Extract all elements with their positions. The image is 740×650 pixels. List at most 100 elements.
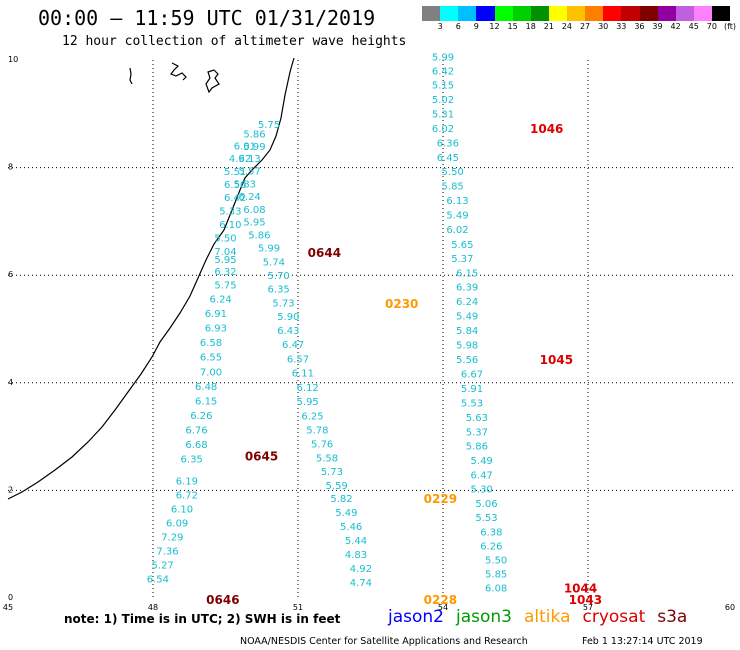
y-tick-label: 8 (8, 163, 13, 172)
wave-height-value: 6.10 (171, 504, 193, 515)
x-tick-label: 48 (148, 603, 158, 612)
wave-height-value: 6.15 (195, 396, 217, 407)
island-1 (129, 67, 133, 85)
wave-height-value: 6.55 (200, 353, 222, 364)
wave-height-value: 5.27 (152, 560, 174, 571)
wave-height-value: 5.78 (306, 425, 328, 436)
wave-height-value: 6.12 (297, 383, 319, 394)
legend-entry-s3a: s3a (657, 607, 688, 627)
wave-height-value: 5.59 (326, 481, 348, 492)
wave-height-value: 6.02 (446, 225, 468, 236)
wave-height-value: 6.01 (234, 141, 256, 152)
wave-height-value: 5.65 (451, 240, 473, 251)
color-scale-label: 33 (616, 22, 627, 31)
wave-height-value: 5.49 (446, 211, 468, 222)
pass-time-label: 0646 (206, 593, 239, 607)
wave-height-value: 5.99 (432, 53, 454, 64)
credit-line: NOAA/NESDIS Center for Satellite Applica… (240, 636, 528, 647)
color-swatch (621, 6, 640, 21)
wave-height-value: 5.74 (263, 258, 285, 269)
wave-height-value: 5.53 (461, 398, 483, 409)
coastline (7, 57, 295, 500)
color-scale-bar (422, 6, 731, 21)
wave-height-value: 5.44 (345, 536, 367, 547)
color-swatch (422, 6, 441, 21)
x-tick-label: 60 (725, 603, 735, 612)
wave-height-value: 5.95 (214, 255, 236, 266)
wave-height-value: 6.67 (461, 369, 483, 380)
color-scale-label: 3 (437, 22, 443, 31)
pass-time-label: 1044 (564, 582, 597, 596)
wave-height-value: 6.11 (292, 368, 314, 379)
wave-height-value: 5.53 (475, 513, 497, 524)
wave-height-value: 5.30 (471, 485, 493, 496)
wave-height-value: 6.47 (282, 340, 304, 351)
wave-height-value: 4.74 (350, 578, 372, 589)
color-scale-label: 30 (598, 22, 609, 31)
wave-height-value: 6.57 (287, 354, 309, 365)
satellite-legend: jason2 jason3 altika cryosat s3a (388, 607, 699, 627)
wave-height-value: 6.76 (185, 425, 207, 436)
wave-height-value: 6.43 (277, 326, 299, 337)
color-swatch (585, 6, 604, 21)
wave-height-value: 6.25 (301, 411, 323, 422)
color-scale-label: 6 (455, 22, 461, 31)
wave-height-value: 7.29 (161, 532, 183, 543)
wave-height-value: 5.02 (432, 95, 454, 106)
track-b: 6.01 4.92 5.51 6.56 6.42 5.33 6.10 5.50 7.045.95… (147, 141, 256, 585)
wave-height-value: 6.08 (243, 205, 265, 216)
legend-entry-cryosat: cryosat (582, 607, 646, 627)
wave-height-value: 5.76 (311, 439, 333, 450)
wave-height-value: 6.08 (485, 584, 507, 595)
pass-time-label: 0645 (245, 449, 278, 463)
color-scale-label: 36 (634, 22, 645, 31)
wave-height-value: 5.73 (321, 467, 343, 478)
wave-height-value: 5.82 (330, 494, 352, 505)
color-swatch (476, 6, 495, 21)
color-scale-label: 42 (670, 22, 681, 31)
wave-height-value: 5.95 (243, 218, 265, 229)
wave-height-value: 5.70 (268, 271, 290, 282)
wave-height-value: 6.42 (224, 193, 246, 204)
wave-height-value: 5.85 (442, 182, 464, 193)
wave-height-value: 5.50 (485, 556, 507, 567)
x-tick-label: 57 (583, 603, 593, 612)
wave-height-value: 6.35 (181, 454, 203, 465)
wave-height-value: 6.24 (239, 192, 261, 203)
wave-height-value: 5.49 (456, 311, 478, 322)
legend-entry-altika: altika (524, 607, 571, 627)
pass-time-label: 0229 (424, 492, 457, 506)
wave-height-value: 5.58 (316, 453, 338, 464)
wave-height-value: 6.15 (456, 268, 478, 279)
track-c: 5.99 6.42 5.15 5.02 5.31 6.02 6.36 6.45 5.50 5.85… (432, 53, 507, 595)
x-tick-label: 45 (3, 603, 13, 612)
page-title: 00:00 – 11:59 UTC 01/31/2019 (38, 6, 376, 30)
color-swatch (458, 6, 477, 21)
wave-height-value: 6.91 (205, 309, 227, 320)
wave-height-value: 5.99 (258, 244, 280, 255)
y-tick-label: 10 (8, 55, 18, 64)
wave-height-value: 4.92 (229, 154, 251, 165)
wave-height-value: 5.86 (248, 231, 270, 242)
wave-height-value: 5.98 (456, 340, 478, 351)
wave-height-value: 5.37 (466, 428, 488, 439)
wave-height-value: 5.06 (475, 499, 497, 510)
map-grid (8, 60, 733, 598)
y-tick-label: 4 (8, 378, 13, 387)
wave-height-value: 6.02 (432, 124, 454, 135)
color-swatch (675, 6, 694, 21)
wave-height-value: 4.83 (345, 550, 367, 561)
color-swatch (712, 6, 731, 21)
wave-height-value: 6.19 (176, 476, 198, 487)
wave-height-value: 5.51 (224, 167, 246, 178)
wave-height-value: 6.39 (456, 282, 478, 293)
color-scale-label: (ft) (723, 22, 737, 31)
color-scale-label: 12 (489, 22, 500, 31)
wave-height-value: 4.92 (350, 564, 372, 575)
color-swatch (693, 6, 712, 21)
wave-height-value: 5.99 (243, 142, 265, 153)
legend-entry-jason2: jason2 (388, 607, 444, 627)
pass-time-label: 0228 (424, 593, 457, 607)
generation-timestamp: Feb 1 13:27:14 UTC 2019 (582, 636, 703, 647)
wave-height-value: 6.45 (437, 153, 459, 164)
